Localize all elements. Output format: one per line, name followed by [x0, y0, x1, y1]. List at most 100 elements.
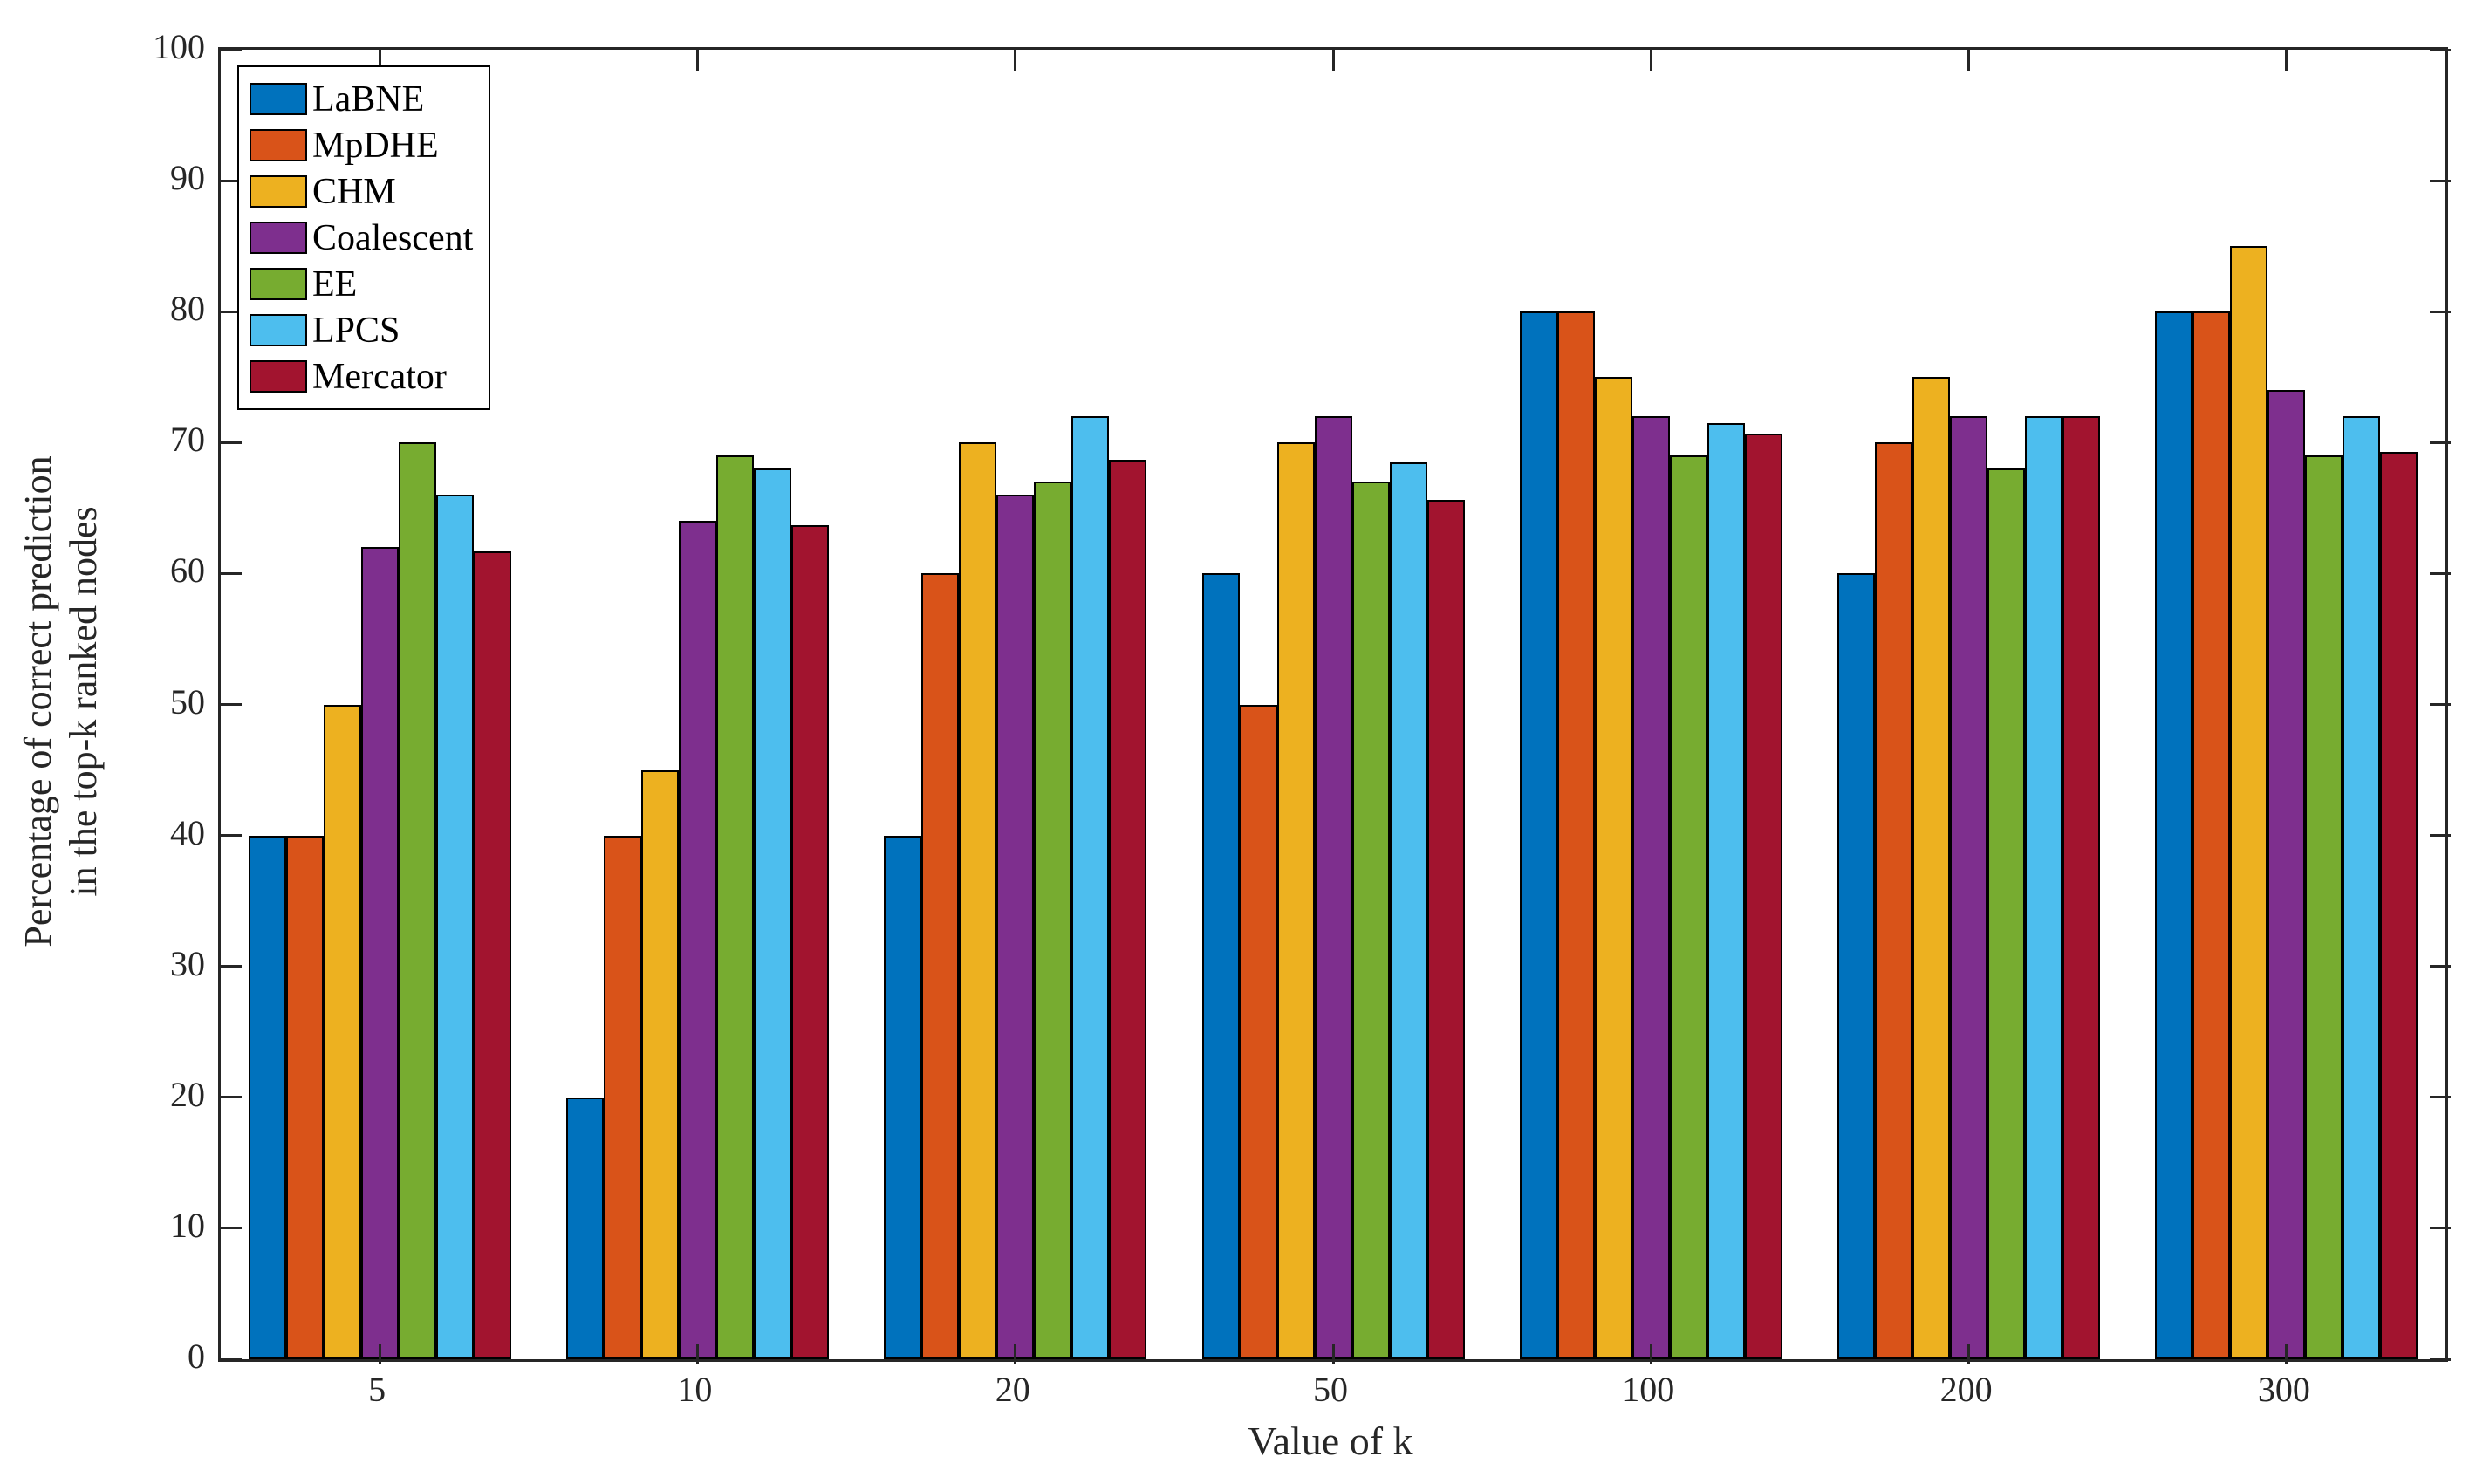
legend-label-ee: EE: [312, 263, 358, 304]
x-tick-label-20: 20: [995, 1370, 1030, 1409]
plot-area: [218, 47, 2451, 1364]
x-tick-top: [1014, 50, 1017, 71]
y-tick-label-20: 20: [170, 1074, 205, 1114]
bar-chm-k5: [323, 704, 361, 1359]
bar-labne-k300: [2155, 311, 2193, 1359]
bar-ee-k50: [1351, 482, 1390, 1359]
legend-label-coalescent: Coalescent: [312, 217, 474, 258]
legend-label-mpdhe: MpDHE: [312, 125, 439, 166]
y-tick-left: [221, 834, 242, 838]
y-tick-label-100: 100: [153, 27, 205, 66]
legend-item-labne: LaBNE: [250, 76, 473, 122]
y-tick-left: [221, 571, 242, 575]
x-tick-label-200: 200: [1939, 1370, 1993, 1409]
legend-item-mpdhe: MpDHE: [250, 122, 473, 168]
legend-swatch-lpcs: [250, 314, 307, 346]
y-tick-right: [2430, 48, 2451, 51]
bar-mpdhe-k20: [921, 573, 960, 1359]
x-tick-label-50: 50: [1313, 1370, 1348, 1409]
bar-lpcs-k20: [1071, 416, 1110, 1359]
bar-lpcs-k50: [1389, 462, 1427, 1359]
legend-swatch-labne: [250, 83, 307, 115]
bar-ee-k20: [1034, 482, 1072, 1359]
y-tick-left: [221, 965, 242, 968]
legend-swatch-mercator: [250, 360, 307, 393]
bar-coalescent-k300: [2267, 390, 2306, 1359]
bar-mercator-k200: [2062, 416, 2101, 1359]
x-tick-bottom: [1967, 1344, 1971, 1364]
legend-item-chm: CHM: [250, 168, 473, 215]
bar-mpdhe-k200: [1875, 442, 1913, 1359]
y-axis-label: Percentage of correct prediction in the …: [16, 455, 106, 947]
legend-item-ee: EE: [250, 261, 473, 307]
bar-mercator-k100: [1744, 433, 1782, 1359]
legend-item-mercator: Mercator: [250, 353, 473, 400]
x-tick-label-5: 5: [368, 1370, 386, 1409]
bar-ee-k200: [1987, 468, 2026, 1359]
y-tick-label-60: 60: [170, 551, 205, 591]
y-tick-left: [221, 1227, 242, 1230]
y-tick-label-90: 90: [170, 158, 205, 198]
bar-mercator-k300: [2380, 451, 2418, 1359]
bar-labne-k20: [884, 835, 922, 1359]
bar-mercator-k10: [790, 524, 829, 1359]
y-tick-left: [221, 1096, 242, 1099]
x-tick-top: [1649, 50, 1652, 71]
bar-chm-k50: [1276, 442, 1315, 1359]
bar-labne-k50: [1201, 573, 1240, 1359]
bar-labne-k100: [1519, 311, 1557, 1359]
bar-lpcs-k200: [2025, 416, 2063, 1359]
x-tick-label-10: 10: [677, 1370, 713, 1409]
bar-lpcs-k100: [1707, 422, 1745, 1359]
x-tick-label-300: 300: [2257, 1370, 2310, 1409]
x-tick-label-100: 100: [1622, 1370, 1675, 1409]
bar-labne-k200: [1837, 573, 1876, 1359]
x-tick-bottom: [1331, 1344, 1335, 1364]
bar-coalescent-k50: [1314, 416, 1352, 1359]
y-tick-right: [2430, 441, 2451, 444]
bar-lpcs-k10: [753, 468, 791, 1359]
bar-ee-k5: [398, 442, 436, 1359]
x-tick-top: [695, 50, 699, 71]
y-tick-label-0: 0: [188, 1337, 205, 1376]
x-axis-label: Value of k: [1248, 1419, 1413, 1463]
bar-coalescent-k10: [678, 521, 716, 1359]
y-axis-label-line2: in the top-k ranked nodes: [62, 506, 105, 897]
legend-label-mercator: Mercator: [312, 356, 447, 397]
bar-ee-k10: [715, 455, 754, 1359]
y-tick-right: [2430, 1227, 2451, 1230]
y-tick-right: [2430, 1357, 2451, 1361]
y-axis-label-line1: Percentage of correct prediction: [17, 455, 59, 947]
bar-lpcs-k300: [2343, 416, 2381, 1359]
legend-swatch-chm: [250, 175, 307, 208]
x-tick-bottom: [695, 1344, 699, 1364]
legend-label-lpcs: LPCS: [312, 310, 400, 351]
y-tick-right: [2430, 310, 2451, 313]
legend-item-lpcs: LPCS: [250, 307, 473, 353]
legend-label-chm: CHM: [312, 171, 396, 212]
y-tick-right: [2430, 965, 2451, 968]
y-tick-left: [221, 310, 242, 313]
legend-swatch-mpdhe: [250, 129, 307, 161]
x-tick-top: [2285, 50, 2288, 71]
x-tick-bottom: [1014, 1344, 1017, 1364]
x-tick-bottom: [1649, 1344, 1652, 1364]
legend: LaBNE MpDHE CHM Coalescent EE LPCS Mercator: [237, 65, 491, 410]
bar-ee-k100: [1669, 455, 1707, 1359]
y-tick-right: [2430, 703, 2451, 706]
x-tick-top: [1331, 50, 1335, 71]
x-tick-bottom: [378, 1344, 381, 1364]
legend-swatch-coalescent: [250, 222, 307, 254]
y-tick-right: [2430, 1096, 2451, 1099]
x-tick-bottom: [2285, 1344, 2288, 1364]
bar-coalescent-k100: [1631, 416, 1670, 1359]
bar-chm-k300: [2230, 246, 2268, 1359]
bar-chm-k20: [959, 442, 997, 1359]
bar-chm-k100: [1594, 377, 1632, 1359]
bar-mpdhe-k100: [1556, 311, 1595, 1359]
y-tick-right: [2430, 179, 2451, 182]
bar-mpdhe-k10: [603, 835, 641, 1359]
bar-chm-k200: [1912, 377, 1951, 1359]
x-tick-top: [1967, 50, 1971, 71]
